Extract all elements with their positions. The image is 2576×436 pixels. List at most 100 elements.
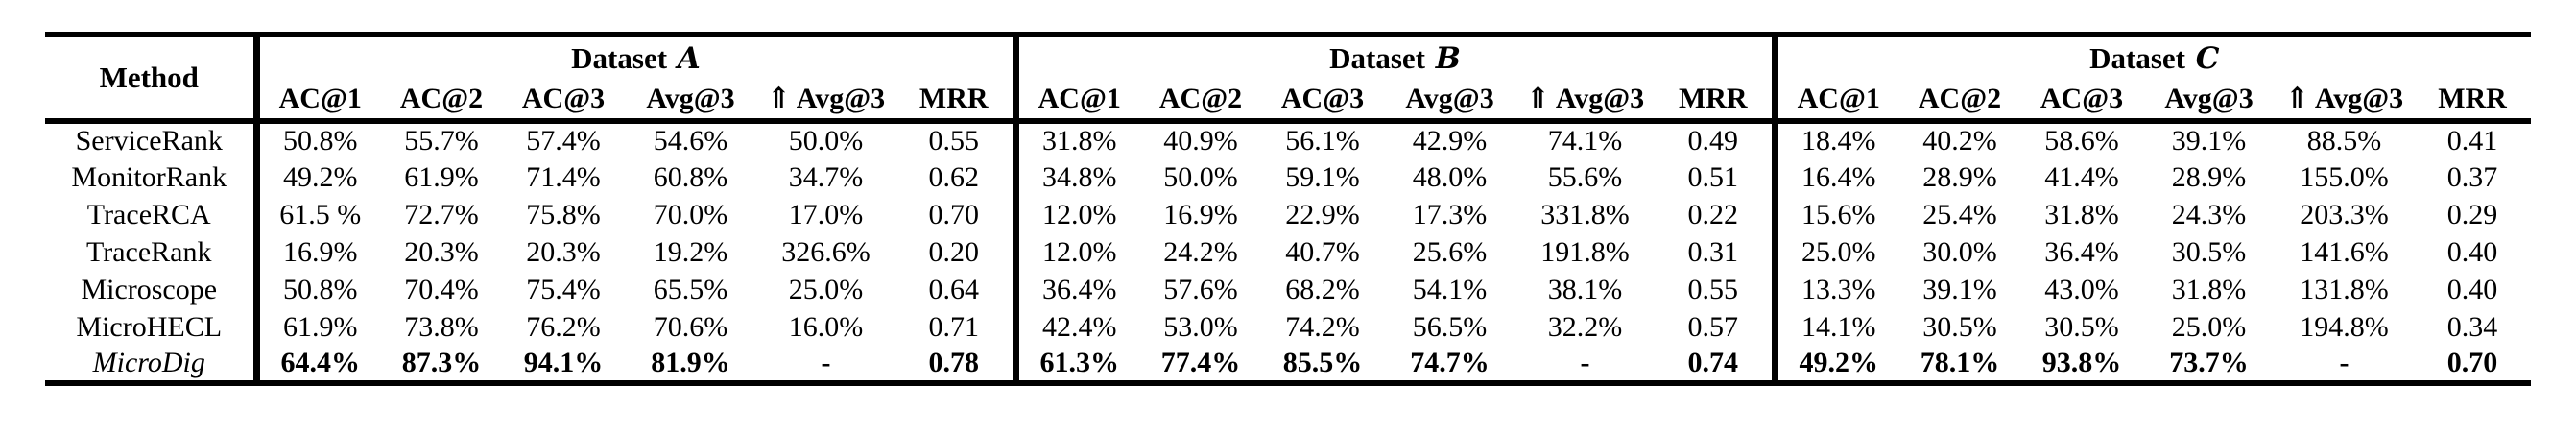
cell-tracerca-a-mrr: 0.70 [928, 198, 980, 230]
cell-tracerank-b-mrr: 0.31 [1687, 235, 1739, 268]
results-table: Method Dataset A Dataset B Dataset C AC@1 A… [45, 32, 2532, 386]
cell-microscope-b-mrr: 0.55 [1687, 273, 1739, 305]
cell-tracerca-b-ac-at-3: 22.9% [1285, 198, 1360, 230]
group-header-dataset-c: Dataset C [1771, 35, 2532, 79]
cell-microdig-a-ac-at-2: 87.3% [401, 347, 482, 378]
dataset-letter: B [1435, 40, 1461, 76]
dataset-letter: A [677, 40, 701, 76]
method-name: TraceRank [85, 235, 212, 268]
cell-tracerca-c-up-avg-at-3: 203.3% [2300, 198, 2389, 230]
cell-microhecl-a-up-avg-at-3: 16.0% [788, 310, 864, 343]
method-name: MicroHECL [76, 310, 223, 343]
cell-microhecl-a-avg-at-3: 70.6% [653, 310, 728, 343]
cell-tracerank-b-ac-at-2: 24.2% [1163, 235, 1238, 268]
cell-microhecl-c-ac-at-3: 30.5% [2044, 310, 2119, 343]
cell-microdig-c-up-avg-at-3: - [2339, 347, 2349, 378]
cell-monitorrank-b-ac-at-2: 50.0% [1163, 160, 1238, 193]
column-header-mrr-dataset-a: MRR [895, 79, 1016, 124]
cell-monitorrank-a-avg-at-3: 60.8% [653, 160, 728, 193]
column-header-avg-at-3-dataset-b: Avg@3 [1384, 79, 1516, 124]
cell-tracerca-c-ac-at-1: 15.6% [1771, 196, 1900, 233]
column-header-avg-at-3-dataset-c: Avg@3 [2143, 79, 2276, 124]
cell-microscope-a-mrr: 0.64 [928, 273, 980, 305]
cell-monitorrank-b-mrr: 0.51 [1687, 160, 1739, 193]
column-header-mrr-dataset-b: MRR [1655, 79, 1776, 124]
column-header-ac-at-3-dataset-c: AC@3 [2020, 79, 2144, 124]
cell-microdig-a-ac-at-1: 64.4% [252, 346, 381, 383]
table-row-microhecl: MicroHECL 61.9% 73.8% 76.2% 70.6% 16.0% 0.71 42… [45, 308, 2531, 346]
cell-microscope-c-ac-at-1: 13.3% [1771, 271, 1900, 308]
cell-microscope-c-avg-at-3: 31.8% [2171, 273, 2247, 305]
cell-tracerank-a-ac-at-1: 16.9% [252, 233, 381, 271]
cell-servicerank-c-ac-at-1: 18.4% [1771, 121, 1900, 158]
cell-tracerca-b-ac-at-1: 12.0% [1012, 196, 1141, 233]
cell-servicerank-a-mrr: 0.55 [928, 125, 980, 157]
cell-servicerank-b-mrr: 0.49 [1687, 125, 1739, 157]
cell-microscope-c-ac-at-2: 39.1% [1922, 273, 1997, 305]
method-name: ServiceRank [75, 125, 223, 157]
cell-microhecl-c-avg-at-3: 25.0% [2171, 310, 2247, 343]
cell-servicerank-c-avg-at-3: 39.1% [2171, 125, 2247, 157]
cell-servicerank-c-ac-at-3: 58.6% [2044, 125, 2119, 157]
cell-tracerca-a-ac-at-3: 75.8% [526, 198, 601, 230]
cell-tracerca-a-avg-at-3: 70.0% [653, 198, 728, 230]
table-row-servicerank: ServiceRank 50.8% 55.7% 57.4% 54.6% 50.0% 0.55… [45, 121, 2531, 158]
column-header-method: Method [45, 35, 256, 124]
cell-tracerank-b-avg-at-3: 25.6% [1412, 235, 1488, 268]
cell-tracerca-a-ac-at-2: 72.7% [404, 198, 479, 230]
cell-tracerca-a-up-avg-at-3: 17.0% [788, 198, 864, 230]
cell-microdig-b-mrr: 0.74 [1687, 347, 1739, 378]
cell-microdig-c-mrr: 0.70 [2446, 347, 2498, 378]
cell-microdig-c-avg-at-3: 73.7% [2169, 347, 2249, 378]
cell-servicerank-a-ac-at-3: 57.4% [526, 125, 601, 157]
table-body: ServiceRank 50.8% 55.7% 57.4% 54.6% 50.0% 0.55… [45, 121, 2531, 383]
cell-microdig-b-ac-at-2: 77.4% [1160, 347, 1241, 378]
cell-tracerank-c-avg-at-3: 30.5% [2171, 235, 2247, 268]
method-name: Microscope [81, 273, 218, 305]
cell-monitorrank-c-ac-at-2: 28.9% [1922, 160, 1997, 193]
cell-monitorrank-a-ac-at-2: 61.9% [404, 160, 479, 193]
cell-microhecl-b-mrr: 0.57 [1687, 310, 1739, 343]
cell-servicerank-a-ac-at-2: 55.7% [404, 125, 479, 157]
cell-tracerca-b-avg-at-3: 17.3% [1412, 198, 1488, 230]
cell-tracerank-c-ac-at-2: 30.0% [1922, 235, 1997, 268]
cell-microhecl-a-mrr: 0.71 [928, 310, 980, 343]
cell-microdig-b-ac-at-1: 61.3% [1012, 346, 1141, 383]
cell-tracerank-a-ac-at-2: 20.3% [404, 235, 479, 268]
cell-microhecl-b-ac-at-2: 53.0% [1163, 310, 1238, 343]
cell-servicerank-a-ac-at-1: 50.8% [252, 121, 381, 158]
cell-microscope-b-avg-at-3: 54.1% [1412, 273, 1488, 305]
cell-monitorrank-a-up-avg-at-3: 34.7% [788, 160, 864, 193]
table-row-microscope: Microscope 50.8% 70.4% 75.4% 65.5% 25.0% 0.64 3… [45, 271, 2531, 308]
cell-tracerank-c-ac-at-3: 36.4% [2044, 235, 2119, 268]
cell-servicerank-b-ac-at-2: 40.9% [1163, 125, 1238, 157]
cell-monitorrank-c-mrr: 0.37 [2446, 160, 2498, 193]
cell-microscope-a-ac-at-2: 70.4% [404, 273, 479, 305]
dataset-letter: C [2195, 40, 2220, 76]
cell-servicerank-a-avg-at-3: 54.6% [653, 125, 728, 157]
header-row-groups: Method Dataset A Dataset B Dataset C [45, 35, 2532, 124]
group-header-dataset-b: Dataset B [1012, 35, 1776, 79]
cell-tracerank-b-up-avg-at-3: 191.8% [1540, 235, 1630, 268]
cell-tracerca-c-ac-at-3: 31.8% [2044, 198, 2119, 230]
cell-monitorrank-b-ac-at-3: 59.1% [1285, 160, 1360, 193]
cell-microdig-a-avg-at-3: 81.9% [651, 347, 730, 378]
cell-monitorrank-c-ac-at-1: 16.4% [1771, 158, 1900, 196]
cell-servicerank-c-ac-at-2: 40.2% [1922, 125, 1997, 157]
column-header-up-avg-at-3-dataset-c: ⇑ Avg@3 [2275, 79, 2415, 124]
cell-microscope-a-ac-at-1: 50.8% [252, 271, 381, 308]
cell-tracerca-c-avg-at-3: 24.3% [2171, 198, 2247, 230]
column-header-up-avg-at-3-dataset-b: ⇑ Avg@3 [1515, 79, 1656, 124]
group-header-dataset-a: Dataset A [252, 35, 1016, 79]
column-header-up-avg-at-3-dataset-a: ⇑ Avg@3 [756, 79, 895, 124]
cell-monitorrank-b-ac-at-1: 34.8% [1012, 158, 1141, 196]
column-header-ac-at-1-dataset-c: AC@1 [1771, 79, 1900, 124]
table-row-tracerank: TraceRank 16.9% 20.3% 20.3% 19.2% 326.6% 0.20 1… [45, 233, 2531, 271]
cell-tracerca-b-up-avg-at-3: 331.8% [1540, 198, 1630, 230]
column-header-ac-at-2-dataset-c: AC@2 [1899, 79, 2021, 124]
cell-microdig-c-ac-at-3: 93.8% [2041, 347, 2122, 378]
cell-microhecl-c-up-avg-at-3: 194.8% [2300, 310, 2389, 343]
column-header-ac-at-1-dataset-a: AC@1 [252, 79, 381, 124]
cell-microdig-c-ac-at-2: 78.1% [1920, 347, 2000, 378]
cell-microdig-c-ac-at-1: 49.2% [1771, 346, 1900, 383]
